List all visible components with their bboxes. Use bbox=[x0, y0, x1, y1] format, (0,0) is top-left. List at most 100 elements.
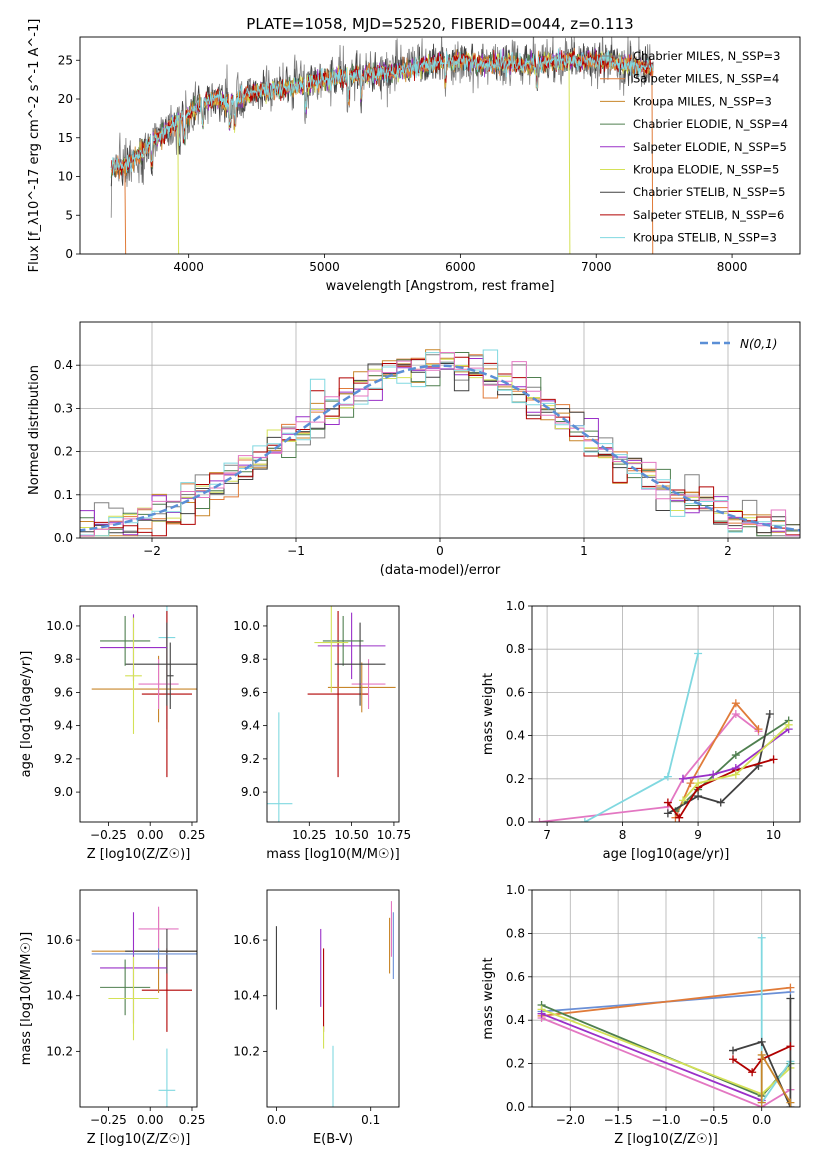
x-tick-label: −0.5 bbox=[699, 1113, 728, 1127]
x-tick-label: 0.25 bbox=[179, 828, 206, 842]
y-tick-label: 10.0 bbox=[233, 619, 260, 633]
x-axis-label: wavelength [Angstrom, rest frame] bbox=[326, 279, 555, 294]
x-tick-label: 8 bbox=[619, 828, 627, 842]
x-axis-label: (data-model)/error bbox=[380, 563, 501, 578]
weight-marker bbox=[729, 1055, 737, 1064]
spectrum-edge-0 bbox=[124, 165, 127, 254]
x-tick-label: 10.25 bbox=[292, 828, 326, 842]
weight-marker bbox=[716, 798, 725, 807]
weight-marker bbox=[757, 933, 766, 942]
y-tick-label: 0.8 bbox=[506, 926, 525, 940]
weight-marker bbox=[663, 798, 672, 807]
errorbar-point bbox=[166, 642, 174, 710]
y-tick-label: 0.1 bbox=[54, 488, 73, 502]
mass_vs_Z-plot-area bbox=[91, 906, 197, 1107]
x-tick-label: 9 bbox=[694, 828, 702, 842]
x-tick-label: 0 bbox=[436, 544, 444, 558]
x-axis-label: Z [log10(Z/Z☉)] bbox=[87, 1132, 191, 1147]
weight-marker bbox=[731, 751, 740, 760]
x-tick-label: 10.75 bbox=[377, 828, 411, 842]
weight-marker bbox=[786, 1098, 795, 1107]
weight-marker bbox=[694, 779, 703, 788]
errorbar-point bbox=[91, 948, 197, 960]
spectrum-series-0 bbox=[110, 37, 654, 218]
spectrum-edge-2 bbox=[568, 60, 571, 254]
y-tick-label: 9.8 bbox=[241, 652, 260, 666]
weight-series-5 bbox=[541, 1012, 763, 1102]
x-tick-label: 0.0 bbox=[267, 1113, 286, 1127]
y-tick-label: 1.0 bbox=[506, 599, 525, 613]
errorbar-point bbox=[314, 606, 349, 693]
spectrum-legend: Chabrier MILES, N_SSP=3 Salpeter MILES, N… bbox=[600, 49, 788, 245]
mass_vs_ebv-plot-area bbox=[275, 901, 394, 1107]
y-tick-label: 9.0 bbox=[241, 785, 260, 799]
weight-marker bbox=[663, 772, 672, 781]
x-tick-label: 7000 bbox=[581, 260, 612, 274]
legend-entry: Kroupa STELIB, N_SSP=3 bbox=[633, 231, 777, 245]
weight_vs_Z-panel: −2.0 −1.5 −1.0 −0.5 0.0 0.0 0.2 0.4 0.6 0.8 1.0 Z [… bbox=[481, 883, 801, 1147]
errorbar-point bbox=[267, 712, 293, 822]
legend-entry: Kroupa ELODIE, N_SSP=5 bbox=[633, 163, 779, 177]
y-tick-label: 10 bbox=[58, 170, 73, 184]
y-tick-label: 10.6 bbox=[46, 933, 73, 947]
x-tick-label: 1 bbox=[580, 544, 588, 558]
weight-marker bbox=[731, 770, 740, 779]
x-tick-label: −1.0 bbox=[651, 1113, 680, 1127]
weight-marker bbox=[537, 1009, 546, 1018]
y-tick-label: 9.2 bbox=[241, 752, 260, 766]
x-tick-label: 8000 bbox=[717, 260, 748, 274]
y-axis-label: mass weight bbox=[481, 957, 496, 1039]
y-tick-label: 0.4 bbox=[54, 358, 73, 372]
residual-panel: −2 −1 0 1 2 0.0 0.1 0.2 0.3 0.4 (data-model)/error… bbox=[27, 321, 801, 578]
y-tick-label: 0.8 bbox=[506, 642, 525, 656]
spectrum-plot-area bbox=[110, 37, 654, 254]
x-tick-label: 0.25 bbox=[179, 1113, 206, 1127]
y-tick-label: 0.0 bbox=[506, 1100, 525, 1114]
x-axis-label: mass [log10(M/M☉)] bbox=[266, 847, 399, 862]
residual-plot-area bbox=[80, 349, 800, 537]
legend-entry: Chabrier ELODIE, N_SSP=4 bbox=[633, 117, 788, 131]
weight-marker bbox=[580, 818, 589, 822]
y-axis-label: Normed distribution bbox=[27, 365, 42, 495]
weight-marker bbox=[786, 994, 795, 1003]
x-tick-label: 2 bbox=[724, 544, 732, 558]
x-tick-label: 0.00 bbox=[137, 1113, 164, 1127]
spectrum-edge-1 bbox=[177, 120, 180, 254]
age_vs_Z-panel: −0.25 0.00 0.25 9.0 9.2 9.4 9.6 9.8 10.0 Z [log10… bbox=[19, 605, 206, 862]
errorbar-point bbox=[327, 662, 396, 713]
x-tick-label: −0.25 bbox=[90, 1113, 127, 1127]
x-tick-label: 0.0 bbox=[752, 1113, 771, 1127]
x-tick-label: −2.0 bbox=[556, 1113, 585, 1127]
errorbar-point bbox=[138, 906, 179, 952]
y-tick-label: 0.3 bbox=[54, 401, 73, 415]
axes-frame bbox=[266, 605, 400, 823]
y-tick-label: 10.4 bbox=[233, 989, 260, 1003]
y-tick-label: 9.0 bbox=[54, 785, 73, 799]
errorbar-point bbox=[334, 622, 386, 706]
errorbar-point bbox=[108, 956, 159, 1041]
x-tick-label: 10 bbox=[766, 828, 781, 842]
x-axis-label: age [log10(age/yr)] bbox=[603, 847, 730, 862]
y-tick-label: 10.6 bbox=[233, 933, 260, 947]
weight-series-7 bbox=[682, 724, 790, 801]
errorbar-point bbox=[158, 1048, 176, 1107]
y-tick-label: 9.8 bbox=[54, 652, 73, 666]
x-tick-label: −1 bbox=[287, 544, 305, 558]
x-tick-label: −0.25 bbox=[90, 828, 127, 842]
weight-series-8 bbox=[732, 1045, 791, 1074]
axes-frame bbox=[266, 889, 400, 1108]
legend-entry: Chabrier MILES, N_SSP=3 bbox=[633, 49, 780, 63]
age_vs_mass-plot-area bbox=[267, 606, 396, 822]
weight-marker bbox=[765, 710, 774, 718]
y-tick-label: 10.4 bbox=[46, 989, 73, 1003]
legend-entry: Salpeter ELODIE, N_SSP=5 bbox=[633, 140, 787, 154]
x-tick-label: 0.00 bbox=[137, 828, 164, 842]
y-axis-label: mass [log10(M/M☉)] bbox=[19, 932, 34, 1065]
x-tick-label: −1.5 bbox=[604, 1113, 633, 1127]
y-tick-label: 0.6 bbox=[506, 685, 525, 699]
weight-marker bbox=[731, 710, 740, 718]
weight-marker bbox=[675, 813, 684, 822]
y-tick-label: 0.2 bbox=[506, 772, 525, 786]
x-tick-label: −2 bbox=[143, 544, 161, 558]
